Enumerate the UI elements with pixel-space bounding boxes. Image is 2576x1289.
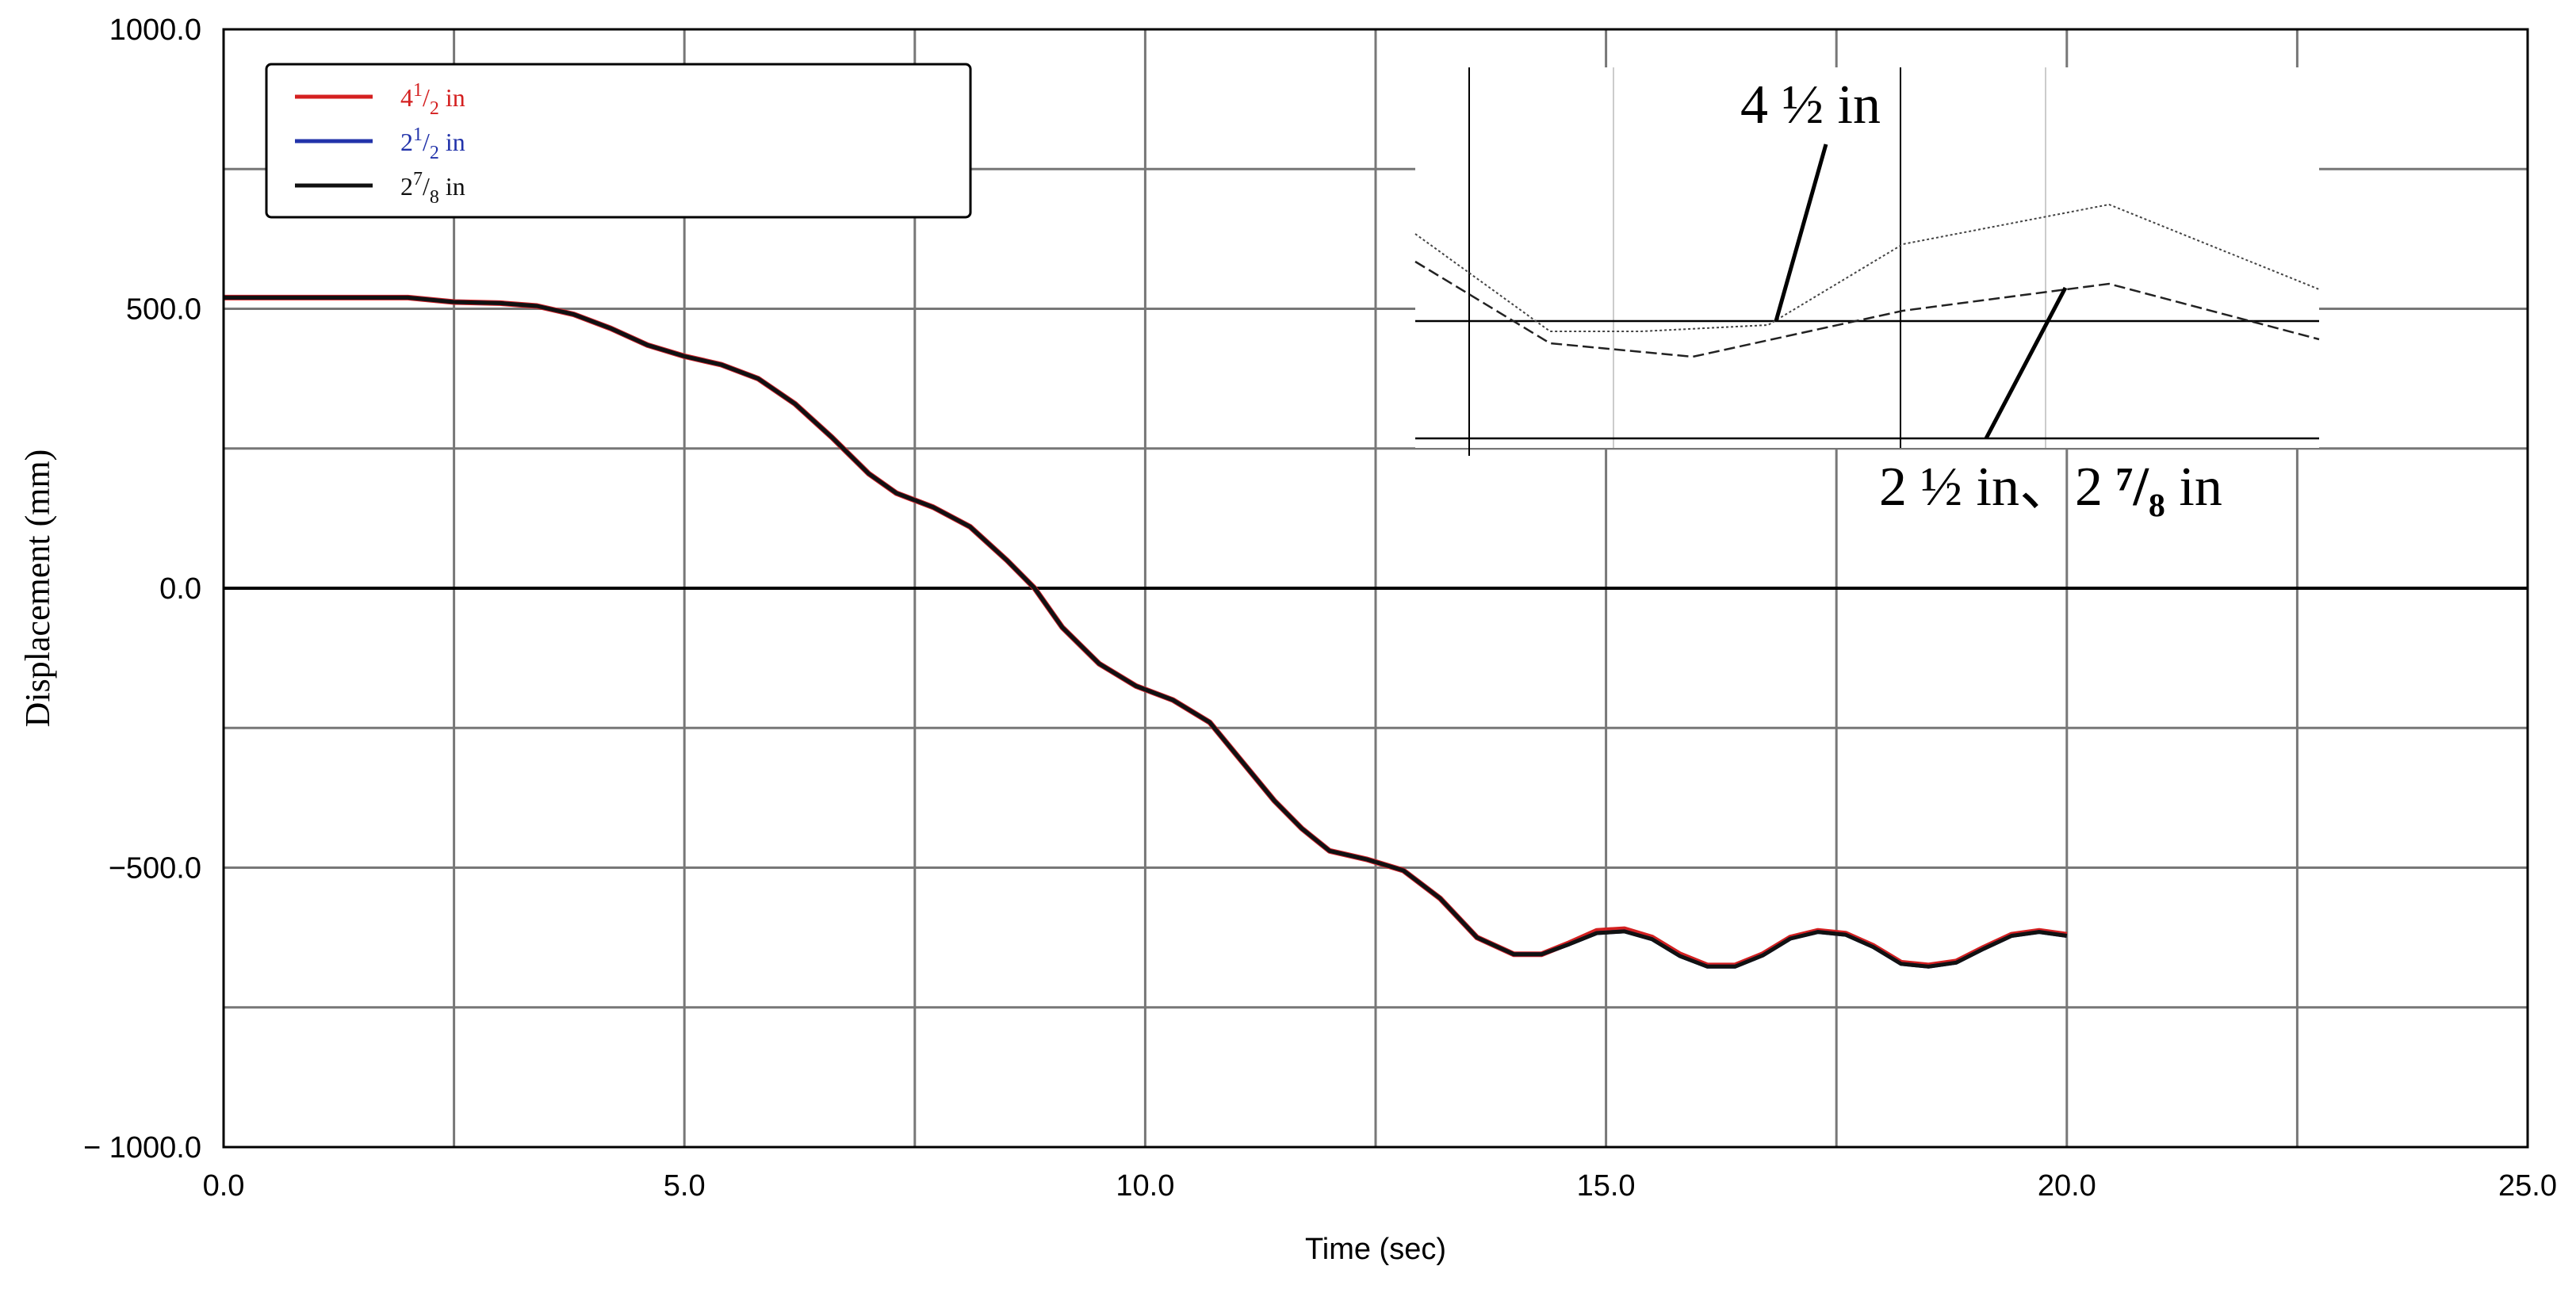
y-tick-label: −500.0 — [109, 852, 201, 885]
inset-label-bottom: 2 ½ in、2 ⁷/₈ in — [1879, 457, 2222, 518]
x-tick-labels: 0.0 5.0 10.0 15.0 20.0 25.0 — [203, 1169, 2557, 1203]
legend-items: 41/2 in 21/2 in 27/8 in — [295, 80, 465, 208]
x-tick-label: 25.0 — [2498, 1169, 2557, 1203]
inset-label-bottom-a: 2 ½ in、 — [1879, 457, 2075, 518]
inset-zoom: 4 ½ in 2 ½ in、2 ⁷/₈ in — [1414, 67, 2320, 518]
x-tick-label: 20.0 — [2038, 1169, 2096, 1203]
inset-label-bottom-b-frac: ⁷/₈ — [2116, 457, 2165, 518]
legend: 41/2 in 21/2 in 27/8 in — [265, 63, 972, 219]
inset-pointer-bottom — [1984, 286, 2068, 440]
y-tick-label: 0.0 — [159, 572, 201, 606]
legend-label: 41/2 in — [400, 80, 465, 119]
inset-pointer-top — [1774, 143, 1828, 322]
inset-curve-lower — [1414, 260, 2320, 358]
x-tick-label: 5.0 — [664, 1169, 706, 1203]
x-tick-label: 0.0 — [203, 1169, 245, 1203]
inset-label-bottom-b-unit: in — [2165, 457, 2222, 518]
series-line-3 — [224, 295, 2068, 969]
inset-background — [1415, 67, 2319, 448]
x-tick-label: 15.0 — [1577, 1169, 1636, 1203]
plot-frame — [222, 28, 2529, 1149]
y-tick-label: 500.0 — [126, 293, 201, 327]
inset-label-top: 4 ½ in — [1740, 75, 1881, 136]
legend-box — [265, 63, 972, 219]
legend-label: 27/8 in — [400, 169, 465, 208]
y-tick-label: 1000.0 — [109, 13, 201, 47]
y-tick-label: − 1000.0 — [83, 1131, 201, 1165]
inset-curve-upper — [1414, 203, 2320, 332]
x-tick-label: 10.0 — [1116, 1169, 1174, 1203]
series-layer — [224, 294, 2068, 969]
y-tick-labels: 1000.0 500.0 0.0 −500.0 − 1000.0 — [83, 13, 201, 1165]
x-axis-title: Time (sec) — [1305, 1233, 1446, 1266]
inset-label-bottom-b-main: 2 — [2075, 457, 2117, 518]
legend-label: 21/2 in — [400, 124, 465, 163]
y-axis-title: Displacement (mm) — [18, 449, 57, 728]
